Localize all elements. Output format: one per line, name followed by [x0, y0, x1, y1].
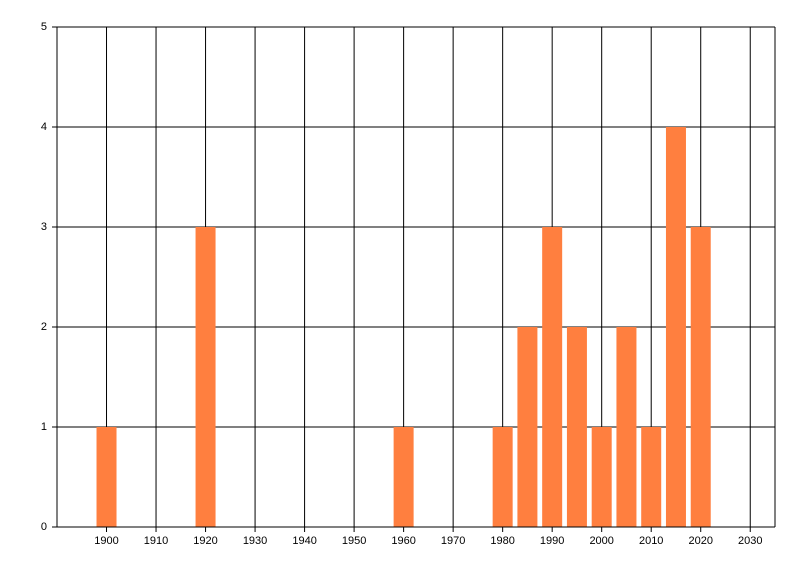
x-tick-label: 2020 — [688, 535, 712, 547]
bar — [492, 427, 513, 527]
x-tick-label: 2030 — [738, 535, 762, 547]
bar — [665, 127, 686, 527]
y-tick-label: 0 — [41, 521, 47, 533]
x-tick-label: 1900 — [94, 535, 118, 547]
y-tick-label: 5 — [41, 21, 47, 33]
y-tick-label: 2 — [41, 321, 47, 333]
x-tick-label: 2010 — [639, 535, 663, 547]
x-tick-label: 1930 — [243, 535, 267, 547]
bar — [517, 327, 538, 527]
x-tick-label: 1950 — [342, 535, 366, 547]
bar — [393, 427, 414, 527]
bar — [96, 427, 117, 527]
bar — [616, 327, 637, 527]
bar — [195, 227, 216, 527]
x-tick-label: 1970 — [441, 535, 465, 547]
x-tick-label: 1980 — [490, 535, 514, 547]
x-tick-label: 1910 — [144, 535, 168, 547]
x-tick-label: 1960 — [391, 535, 415, 547]
bar — [641, 427, 662, 527]
x-tick-label: 2000 — [589, 535, 613, 547]
y-tick-label: 1 — [41, 421, 47, 433]
x-tick-label: 1920 — [193, 535, 217, 547]
bar — [690, 227, 711, 527]
y-tick-label: 4 — [41, 121, 47, 133]
y-tick-label: 3 — [41, 221, 47, 233]
x-tick-label: 1990 — [540, 535, 564, 547]
x-tick-label: 1940 — [292, 535, 316, 547]
bar — [566, 327, 587, 527]
bar — [591, 427, 612, 527]
bar — [542, 227, 563, 527]
